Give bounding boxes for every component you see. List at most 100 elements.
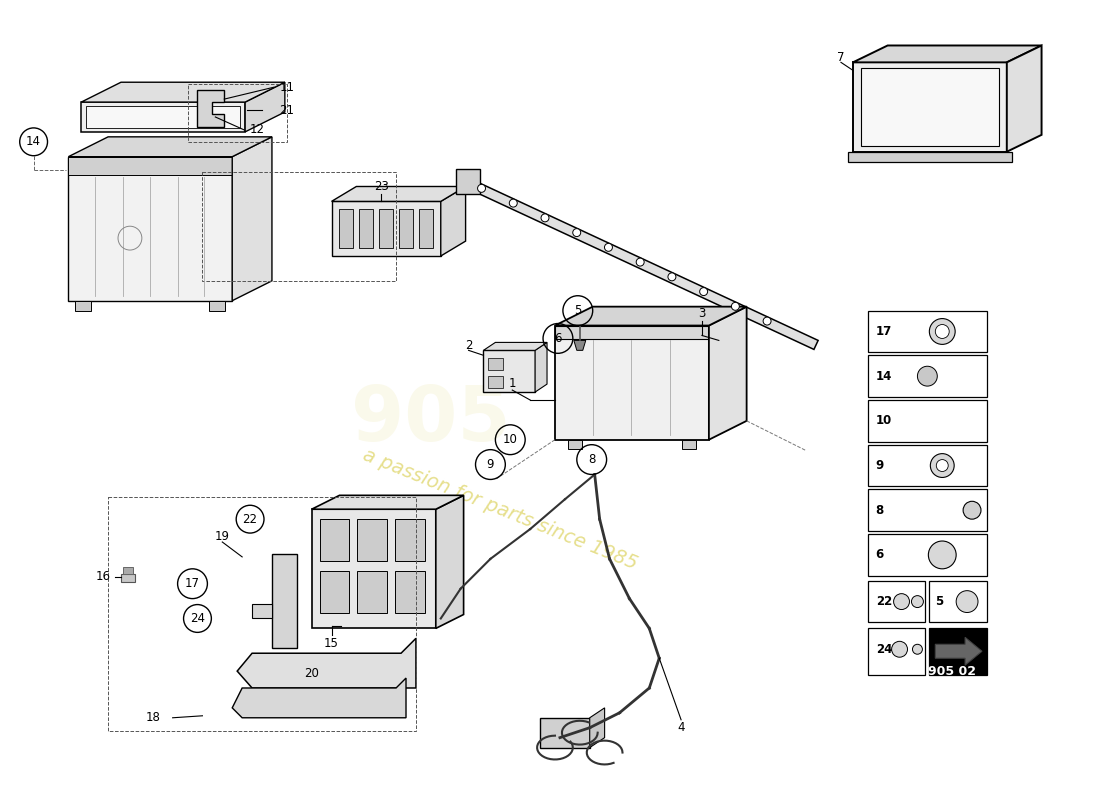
Circle shape	[935, 325, 949, 338]
Text: 20: 20	[305, 666, 319, 679]
Polygon shape	[852, 62, 1006, 152]
Text: 24: 24	[876, 642, 892, 656]
Polygon shape	[331, 202, 441, 256]
Polygon shape	[484, 342, 547, 350]
Bar	[868, 490, 987, 531]
Text: 11: 11	[279, 81, 295, 94]
Text: 10: 10	[503, 434, 518, 446]
Bar	[930, 629, 987, 675]
Polygon shape	[81, 82, 285, 102]
Bar	[868, 445, 987, 486]
Polygon shape	[682, 440, 696, 449]
Polygon shape	[488, 376, 504, 388]
Polygon shape	[245, 82, 285, 132]
Circle shape	[892, 642, 907, 658]
Polygon shape	[123, 567, 133, 574]
Circle shape	[912, 596, 923, 607]
Polygon shape	[708, 306, 747, 440]
Circle shape	[930, 318, 955, 344]
Text: 17: 17	[876, 325, 892, 338]
Text: 24: 24	[190, 612, 205, 625]
Polygon shape	[331, 186, 465, 202]
Polygon shape	[238, 638, 416, 688]
Polygon shape	[568, 440, 582, 449]
Bar	[202, 171, 396, 281]
Polygon shape	[1006, 46, 1042, 152]
Circle shape	[668, 273, 675, 281]
Bar	[868, 400, 987, 442]
Bar	[187, 84, 287, 142]
Text: 5: 5	[574, 304, 582, 317]
Polygon shape	[311, 510, 436, 629]
Polygon shape	[340, 210, 353, 248]
Text: 9: 9	[486, 458, 494, 471]
Polygon shape	[535, 342, 547, 392]
Circle shape	[509, 199, 517, 207]
Polygon shape	[852, 46, 1042, 62]
Text: 8: 8	[876, 504, 884, 517]
Circle shape	[928, 541, 956, 569]
Circle shape	[936, 459, 948, 471]
Text: 18: 18	[145, 711, 161, 724]
Polygon shape	[556, 306, 747, 326]
Text: 15: 15	[324, 637, 339, 650]
Polygon shape	[252, 603, 272, 618]
Bar	[868, 355, 987, 397]
Text: 8: 8	[588, 453, 595, 466]
Polygon shape	[556, 326, 708, 440]
Polygon shape	[395, 571, 425, 613]
Polygon shape	[358, 519, 387, 561]
Text: 1: 1	[508, 377, 516, 390]
Polygon shape	[68, 157, 232, 174]
Text: 10: 10	[876, 414, 892, 427]
Circle shape	[956, 590, 978, 613]
Polygon shape	[399, 210, 412, 248]
Text: 6: 6	[876, 549, 884, 562]
Circle shape	[541, 214, 549, 222]
Polygon shape	[923, 411, 972, 430]
Polygon shape	[419, 210, 432, 248]
Polygon shape	[488, 358, 504, 370]
Polygon shape	[574, 341, 585, 350]
Polygon shape	[68, 157, 232, 301]
Circle shape	[700, 288, 707, 295]
Polygon shape	[848, 152, 1012, 162]
Polygon shape	[68, 137, 272, 157]
Text: 22: 22	[243, 513, 257, 526]
Bar	[868, 534, 987, 576]
Polygon shape	[556, 326, 708, 339]
Polygon shape	[943, 547, 970, 563]
Circle shape	[732, 302, 739, 310]
Polygon shape	[232, 137, 272, 301]
Bar	[930, 581, 987, 622]
Circle shape	[913, 644, 923, 654]
Text: 19: 19	[214, 530, 230, 542]
Text: 23: 23	[374, 180, 388, 193]
Polygon shape	[209, 301, 226, 310]
Text: 16: 16	[96, 570, 111, 583]
Polygon shape	[360, 210, 373, 248]
Bar	[868, 629, 925, 675]
Polygon shape	[379, 210, 393, 248]
Circle shape	[477, 184, 485, 192]
Text: a passion for parts since 1985: a passion for parts since 1985	[361, 446, 640, 574]
Polygon shape	[436, 495, 463, 629]
Circle shape	[917, 366, 937, 386]
Text: 905: 905	[351, 383, 510, 457]
Circle shape	[964, 502, 981, 519]
Polygon shape	[121, 574, 135, 582]
Circle shape	[893, 594, 910, 610]
Polygon shape	[484, 350, 535, 392]
Text: 7: 7	[837, 51, 845, 64]
Bar	[868, 310, 987, 352]
Text: 9: 9	[876, 459, 884, 472]
Text: 17: 17	[185, 578, 200, 590]
Polygon shape	[198, 90, 224, 127]
Polygon shape	[320, 519, 350, 561]
Text: 905 02: 905 02	[928, 665, 976, 678]
Circle shape	[931, 454, 954, 478]
Circle shape	[636, 258, 645, 266]
Polygon shape	[590, 708, 605, 747]
Polygon shape	[455, 169, 481, 194]
Polygon shape	[540, 718, 590, 747]
